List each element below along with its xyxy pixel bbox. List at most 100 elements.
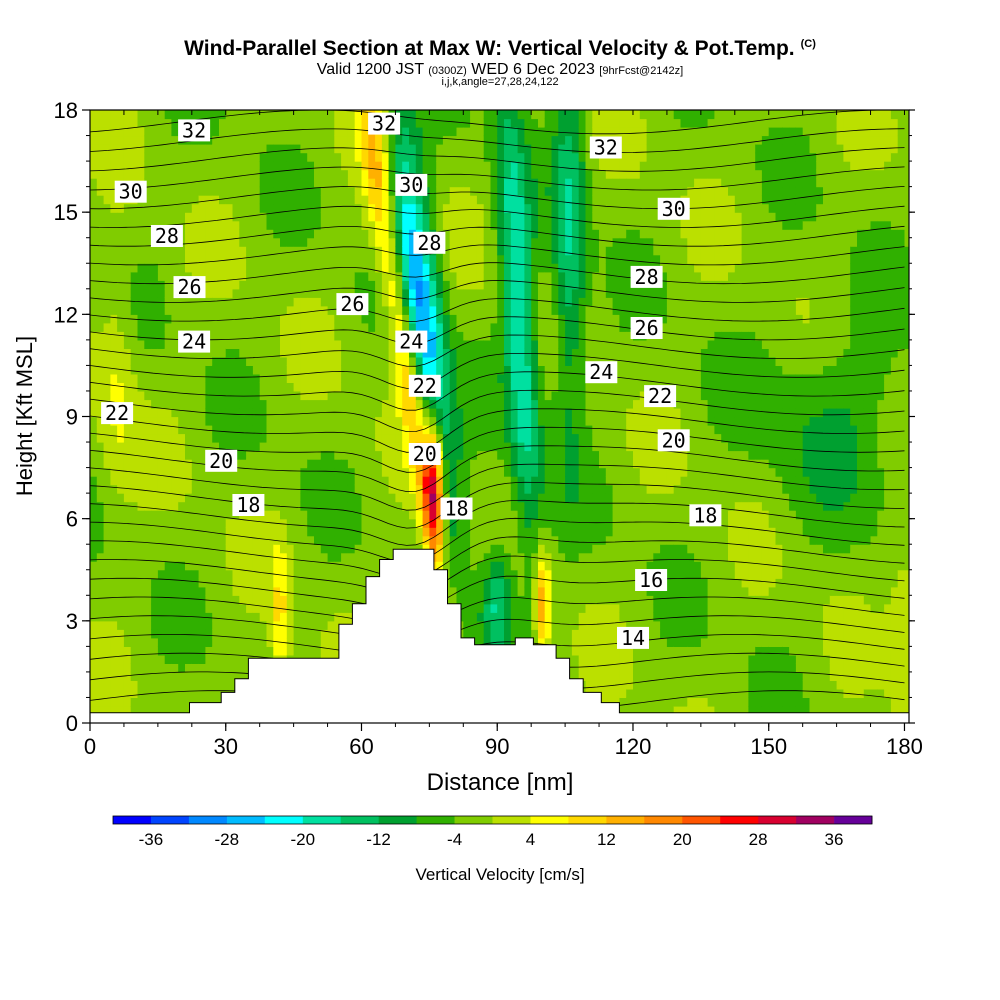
isotherm-line — [90, 186, 905, 210]
isotherm-line — [90, 596, 905, 629]
x-tick-label: 120 — [615, 734, 652, 759]
colorbar-swatch — [796, 816, 835, 824]
colorbar-tick-label: -36 — [139, 830, 164, 849]
x-tick-label: 60 — [349, 734, 373, 759]
isotherm-line — [90, 615, 905, 645]
theta-contours — [90, 110, 905, 713]
chart-subtitle: Valid 1200 JST (0300Z) WED 6 Dec 2023 [9… — [316, 61, 684, 78]
copyright-mark: (C) — [800, 38, 816, 50]
isotherm-label: 28 — [630, 265, 663, 289]
colorbar-swatch — [720, 816, 759, 824]
isotherm-line — [90, 225, 905, 247]
colorbar-swatch — [644, 816, 683, 824]
y-tick-label: 15 — [54, 200, 78, 225]
isotherm-label: 18 — [689, 503, 722, 527]
isotherm-label: 32 — [368, 112, 401, 136]
isotherm-line — [90, 110, 905, 135]
colorbar-tick-label: -12 — [366, 830, 391, 849]
colorbar-label: Vertical Velocity [cm/s] — [415, 865, 584, 884]
isotherm-line — [90, 128, 905, 154]
colorbar-tick-label: 28 — [749, 830, 768, 849]
colorbar-swatch — [340, 816, 379, 824]
isotherm-label: 22 — [101, 401, 134, 425]
isotherm-label: 32 — [178, 118, 211, 142]
isotherm-line — [90, 244, 905, 266]
y-axis: 0 3 6 9 12 15 18 — [54, 98, 915, 736]
isotherm-line — [90, 205, 905, 228]
isotherm-line — [90, 426, 905, 473]
isotherm-label: 28 — [150, 224, 183, 248]
isotherm-label: 26 — [630, 316, 663, 340]
isotherm-label: 24 — [585, 360, 618, 384]
isotherm-line — [90, 634, 905, 662]
isotherm-line — [90, 166, 905, 191]
isotherm-line — [90, 280, 905, 303]
y-tick-label: 9 — [66, 405, 78, 430]
isotherm-line — [90, 481, 905, 529]
isotherm-label: 28 — [413, 231, 446, 255]
colorbar-swatch — [150, 816, 190, 824]
isotherm-label: 16 — [635, 568, 668, 592]
isotherm-label: 14 — [617, 626, 649, 650]
isotherm-label: 30 — [114, 180, 147, 204]
isotherm-line — [90, 334, 905, 367]
colorbar-swatch — [454, 816, 493, 824]
colorbar-swatch — [378, 816, 417, 824]
y-tick-label: 18 — [54, 98, 78, 123]
terrain — [89, 548, 910, 724]
colorbar-tick-label: -4 — [447, 830, 462, 849]
y-axis-label: Height [Kft MSL] — [12, 336, 37, 496]
isotherm-label: 26 — [336, 292, 369, 316]
isotherm-label: 20 — [205, 449, 238, 473]
x-tick-label: 180 — [886, 734, 923, 759]
isotherm-label: 32 — [589, 136, 622, 160]
colorbar-swatch — [264, 816, 304, 824]
isotherm-line — [90, 371, 905, 411]
colorbar-swatch — [302, 816, 342, 824]
isotherm-line — [90, 408, 905, 453]
y-tick-label: 12 — [54, 302, 78, 327]
colorbar-swatch — [758, 816, 797, 824]
colorbar: -36 -28 -20 -12 -4 4 12 20 28 36 — [112, 815, 873, 849]
isotherm-line — [90, 262, 905, 285]
colorbar-tick-label: -28 — [215, 830, 240, 849]
isotherm-label: 18 — [232, 493, 265, 517]
isotherm-label: 18 — [440, 497, 473, 521]
isotherm-line — [90, 389, 905, 433]
x-axis-label: Distance [nm] — [427, 769, 574, 796]
theta-labels: 3230282624222018323028262422201832302826… — [101, 112, 722, 650]
colorbar-tick-label: 20 — [673, 830, 692, 849]
chart-title: Wind-Parallel Section at Max W: Vertical… — [184, 37, 816, 60]
isotherm-line — [90, 517, 905, 563]
colorbar-tick-label: 4 — [526, 830, 535, 849]
colorbar-swatch — [606, 816, 645, 824]
colorbar-tick-label: 12 — [597, 830, 616, 849]
y-tick-label: 0 — [66, 711, 78, 736]
colorbar-swatch — [416, 816, 455, 824]
chart-indices: i,j,k,angle=27,28,24,122 — [441, 76, 559, 88]
isotherm-label: 26 — [173, 275, 206, 299]
isotherm-line — [90, 353, 905, 389]
colorbar-swatch — [492, 816, 531, 824]
isotherm-label: 22 — [644, 384, 677, 408]
y-tick-label: 3 — [66, 609, 78, 634]
isotherm-label: 20 — [657, 428, 690, 452]
isotherm-line — [90, 499, 905, 546]
colorbar-swatch — [113, 816, 152, 824]
colorbar-swatch — [530, 816, 569, 824]
x-tick-label: 150 — [750, 734, 787, 759]
isotherm-line — [90, 575, 905, 613]
x-tick-label: 30 — [214, 734, 238, 759]
velocity-field — [90, 110, 909, 723]
isotherm-line — [90, 298, 905, 322]
isotherm-label: 24 — [178, 330, 211, 354]
x-tick-label: 90 — [485, 734, 509, 759]
isotherm-label: 24 — [395, 330, 428, 354]
isotherm-line — [90, 555, 905, 596]
isotherm-line — [90, 316, 905, 345]
isotherm-label: 30 — [657, 197, 690, 221]
x-axis: 0 30 60 90 120 150 180 — [84, 110, 923, 759]
colorbar-swatch — [226, 816, 266, 824]
isotherm-label: 20 — [408, 442, 441, 466]
